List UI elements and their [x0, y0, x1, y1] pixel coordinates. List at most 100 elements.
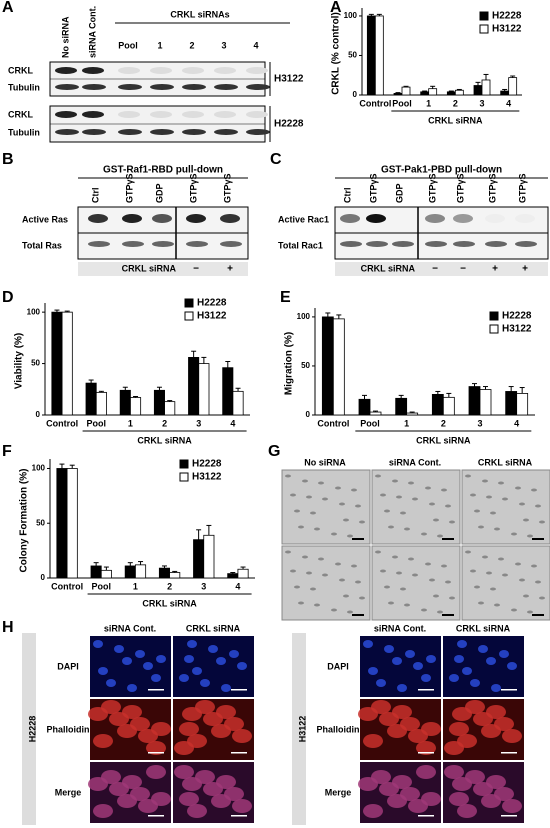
error-bar	[519, 387, 525, 394]
cell	[429, 578, 435, 582]
band	[186, 241, 208, 247]
panel-letter: G	[268, 443, 280, 460]
column-label: GTPγS	[124, 173, 134, 203]
x-tick-label: 1	[426, 98, 431, 108]
cell	[314, 527, 320, 531]
cell	[384, 645, 394, 653]
cell	[392, 555, 398, 559]
cell	[502, 799, 522, 813]
scale-bar	[231, 752, 247, 754]
band	[453, 241, 475, 247]
band	[392, 241, 414, 247]
column-label: siRNA Cont.	[87, 6, 97, 58]
x-tick-label: Control	[317, 418, 349, 428]
legend-swatch	[179, 472, 189, 482]
column-label: Ctrl	[90, 188, 100, 204]
cell	[441, 488, 447, 492]
cell	[135, 650, 145, 658]
x-tick-label: 3	[196, 418, 201, 428]
y-tick-label: 0	[306, 410, 311, 419]
bar	[203, 534, 215, 579]
error-bar	[235, 387, 241, 392]
row-label: Total Rac1	[278, 240, 323, 250]
cell	[384, 585, 390, 589]
cell	[494, 787, 514, 801]
error-bar	[456, 88, 462, 91]
bar	[481, 79, 491, 96]
band	[485, 241, 507, 247]
error-bar	[201, 356, 207, 364]
cell	[486, 657, 496, 665]
band	[340, 214, 360, 223]
cell	[127, 684, 137, 692]
error-bar	[93, 562, 99, 566]
band	[82, 84, 106, 90]
band	[425, 214, 445, 223]
x-tick-label: 4	[230, 418, 235, 428]
error-bar	[376, 13, 382, 16]
row-label: CRKL	[8, 109, 33, 119]
cell-line-bar	[292, 633, 306, 825]
cell	[507, 662, 517, 670]
cell	[380, 493, 386, 497]
cell	[412, 573, 418, 577]
band	[118, 84, 142, 90]
band	[246, 129, 270, 135]
band	[82, 129, 106, 135]
cell	[490, 511, 496, 515]
cell	[527, 610, 533, 614]
x-tick-label: 2	[453, 98, 458, 108]
cell	[437, 534, 443, 538]
band	[182, 67, 204, 74]
x-tick-label: Control	[359, 98, 391, 108]
column-label: GTPγS	[222, 173, 232, 203]
treatment-label: CRKL siRNA	[361, 263, 416, 273]
cell	[331, 608, 337, 612]
y-tick-label: 0	[36, 410, 41, 419]
column-label: GTPγS	[487, 173, 497, 203]
cell	[101, 700, 121, 714]
row-label: Tubulin	[8, 82, 40, 92]
bar	[508, 77, 518, 96]
cell	[232, 799, 252, 813]
y-tick-label: 100	[344, 11, 358, 20]
column-label: 1	[157, 40, 162, 50]
cell	[413, 662, 423, 670]
band	[152, 241, 174, 247]
cell	[143, 662, 153, 670]
cell	[494, 527, 500, 531]
cell	[523, 518, 529, 522]
cell	[355, 504, 361, 508]
x-axis-label: CRKL siRNA	[428, 115, 483, 125]
bar	[232, 390, 244, 416]
cell	[237, 662, 247, 670]
cell	[359, 596, 365, 600]
cell	[335, 562, 341, 566]
band	[214, 129, 238, 135]
cell	[511, 608, 517, 612]
bar	[188, 356, 200, 416]
bar	[401, 86, 411, 96]
cell	[208, 645, 218, 653]
band	[182, 129, 206, 135]
footer	[335, 262, 548, 276]
bar	[321, 316, 334, 416]
cell	[151, 792, 171, 806]
cell	[310, 587, 316, 591]
x-tick-label: Pool	[392, 98, 412, 108]
column-label: GTPγS	[368, 173, 378, 203]
cell	[388, 601, 394, 605]
legend-label: H3122	[502, 324, 532, 335]
cell	[392, 705, 412, 719]
cell	[531, 564, 537, 568]
cell	[408, 557, 414, 561]
cell	[98, 667, 108, 675]
y-tick-label: 50	[348, 51, 357, 60]
cell	[306, 571, 312, 575]
x-tick-label: 2	[162, 418, 167, 428]
row-label: Merge	[55, 787, 82, 797]
band	[55, 111, 77, 118]
cell	[101, 770, 121, 784]
cell	[122, 775, 142, 789]
cell	[478, 645, 488, 653]
